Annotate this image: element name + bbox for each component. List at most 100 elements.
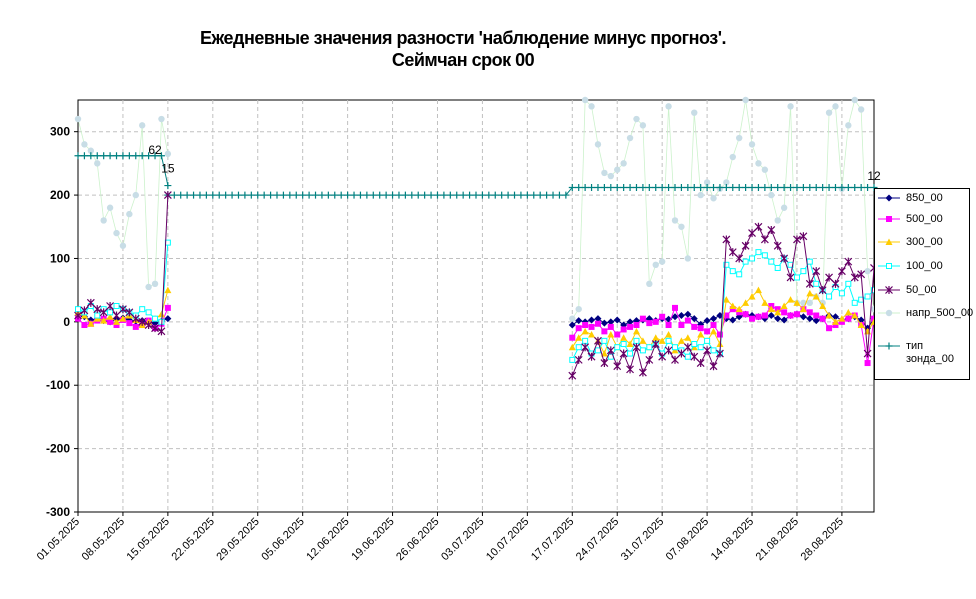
data-point [209,191,217,199]
data-point [234,191,242,199]
data-point [812,292,820,300]
y-tick-label: -200 [46,442,70,456]
data-point [80,152,88,160]
data-point [658,183,666,191]
data-point [639,347,646,354]
legend-label: 50_00 [906,284,937,296]
data-point [183,191,191,199]
data-point [158,115,165,123]
data-point [703,179,711,186]
data-point [671,313,679,321]
data-point [132,323,139,330]
data-point [684,255,692,262]
data-point [768,258,775,265]
data-point [632,343,641,352]
data-point [588,331,596,338]
data-point [569,356,576,363]
data-point [145,283,152,291]
data-point [562,191,570,199]
data-point [697,191,704,199]
data-point [819,315,826,322]
data-point [864,183,872,191]
data-point [754,183,762,191]
data-point [74,311,82,320]
data-point [478,191,486,199]
data-point [446,191,454,199]
data-point [774,315,782,323]
data-point [697,344,704,351]
data-point [575,334,583,341]
data-point [106,204,114,211]
data-point [86,298,95,307]
data-point [74,115,82,123]
data-point [132,152,140,160]
x-tick-label: 31.07.2025 [619,516,666,563]
data-point [453,191,461,199]
data-point [81,322,88,329]
data-point [696,359,705,368]
data-point [575,183,583,191]
data-point [619,349,628,358]
data-point [851,183,859,191]
data-point [651,340,660,349]
data-point [132,191,139,199]
data-point [761,299,769,306]
data-point [780,316,788,324]
data-point [672,344,678,351]
data-point [472,191,480,199]
data-point [575,344,582,351]
data-point [838,318,845,325]
data-point [819,302,827,309]
data-point [459,191,467,199]
data-point [767,312,775,320]
data-point [138,152,146,160]
data-point [222,191,230,199]
data-point [331,191,339,199]
data-point [787,103,794,110]
data-point [806,258,813,265]
data-point [511,191,519,199]
data-point [633,337,640,344]
data-point [164,304,171,311]
data-point [113,303,120,309]
data-point [799,183,807,191]
data-point [736,271,743,278]
data-point [857,270,866,279]
data-point [710,322,717,329]
data-point [581,183,589,191]
data-point [536,191,544,199]
data-point [601,337,608,344]
data-point [780,183,788,191]
data-point [157,327,166,336]
data-point [863,349,872,358]
data-point [100,317,108,324]
data-point [491,191,499,199]
data-point [671,355,679,364]
data-point [588,323,595,330]
data-point [735,183,743,191]
data-point [639,183,647,191]
x-tick-label: 03.07.2025 [439,516,486,563]
plot-area [77,99,875,513]
data-point [729,306,736,313]
y-tick-label: -300 [46,505,70,519]
x-tick-label: 24.07.2025 [574,516,621,563]
data-point [376,191,384,199]
data-point [710,327,718,335]
data-point [845,280,852,287]
x-tick-label: 08.05.2025 [80,516,127,563]
data-point [697,331,705,338]
data-point [87,147,95,154]
y-tick-label: 0 [63,315,70,329]
data-point [787,296,795,303]
data-point [677,312,685,320]
data-point [793,274,800,281]
data-point [627,350,634,357]
data-point [401,191,409,199]
data-point [569,315,576,322]
data-point [80,306,89,315]
data-point [760,235,769,244]
data-point [831,313,839,321]
x-tick-label: 12.06.2025 [304,516,351,563]
data-point [768,191,775,199]
